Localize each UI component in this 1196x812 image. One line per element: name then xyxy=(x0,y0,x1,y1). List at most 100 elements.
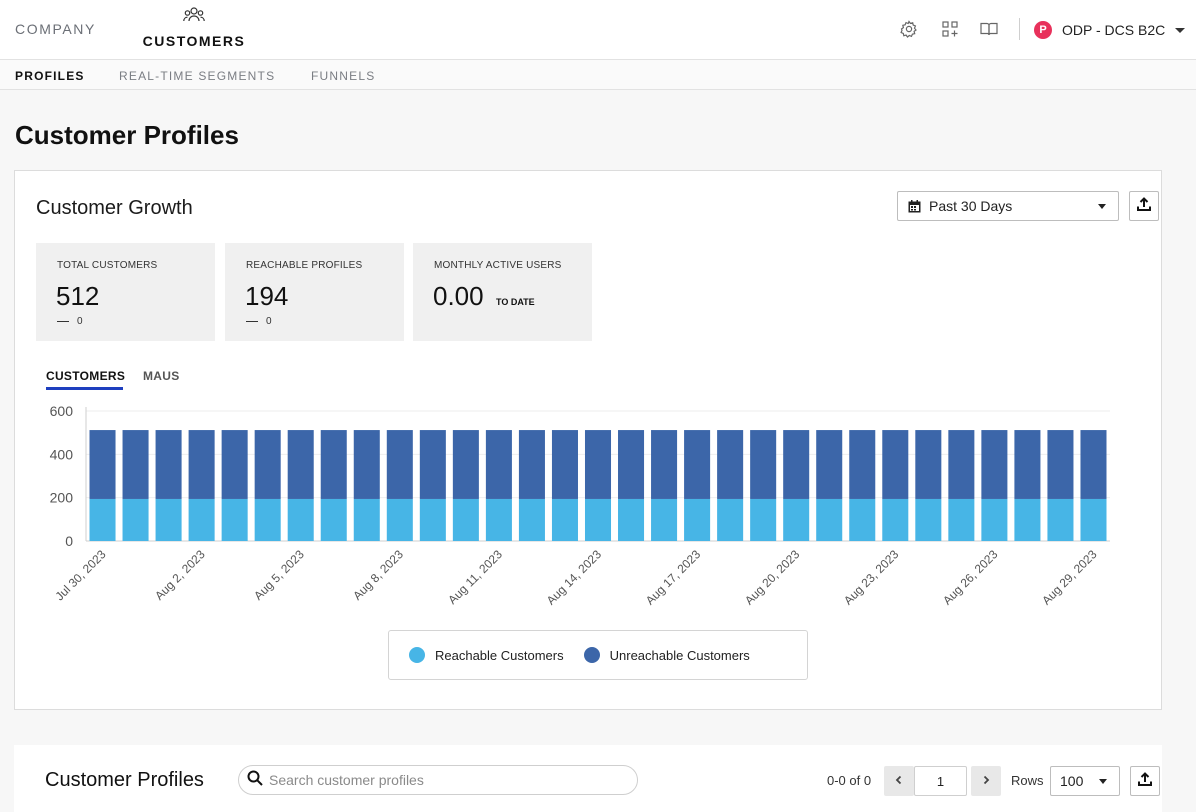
stat-value: 0.00 xyxy=(433,281,484,311)
bar-reachable[interactable] xyxy=(320,498,347,541)
bar-reachable[interactable] xyxy=(221,498,248,541)
bar-reachable[interactable] xyxy=(551,498,578,541)
export-growth-button[interactable] xyxy=(1129,191,1159,221)
bar-unreachable[interactable] xyxy=(221,430,248,499)
bar-reachable[interactable] xyxy=(452,498,479,541)
bar-reachable[interactable] xyxy=(419,498,446,541)
page-number-input[interactable]: 1 xyxy=(914,766,967,796)
chart-tab-customers[interactable]: CUSTOMERS xyxy=(46,369,126,383)
bar-unreachable[interactable] xyxy=(386,430,413,499)
active-tab-indicator xyxy=(46,387,123,390)
bar-reachable[interactable] xyxy=(882,498,909,541)
bar-reachable[interactable] xyxy=(122,498,149,541)
bar-reachable[interactable] xyxy=(816,498,843,541)
next-page-button[interactable] xyxy=(971,766,1001,796)
stat-label: MONTHLY ACTIVE USERS xyxy=(434,260,562,271)
bar-unreachable[interactable] xyxy=(122,430,149,499)
bar-reachable[interactable] xyxy=(386,498,413,541)
chevron-down-icon xyxy=(1098,204,1106,209)
nav-customers[interactable]: CUSTOMERS xyxy=(141,6,247,49)
bar-reachable[interactable] xyxy=(948,498,975,541)
gear-icon[interactable] xyxy=(899,19,919,39)
stat-label: TOTAL CUSTOMERS xyxy=(57,260,158,271)
search-input[interactable] xyxy=(269,772,619,788)
bar-reachable[interactable] xyxy=(750,498,777,541)
bar-reachable[interactable] xyxy=(1047,498,1074,541)
bar-unreachable[interactable] xyxy=(717,430,744,499)
x-tick-label: Aug 5, 2023 xyxy=(251,547,307,603)
bar-unreachable[interactable] xyxy=(287,430,314,499)
bar-reachable[interactable] xyxy=(717,498,744,541)
bar-reachable[interactable] xyxy=(618,498,645,541)
nav-company[interactable]: COMPANY xyxy=(15,21,96,37)
x-tick-label: Aug 20, 2023 xyxy=(742,547,803,608)
bar-reachable[interactable] xyxy=(915,498,942,541)
bar-unreachable[interactable] xyxy=(452,430,479,499)
x-tick-label: Aug 11, 2023 xyxy=(445,547,505,607)
bar-unreachable[interactable] xyxy=(948,430,975,499)
date-range-select[interactable]: Past 30 Days xyxy=(897,191,1119,221)
customer-growth-card: Customer Growth Past 30 Days TOT xyxy=(14,170,1162,710)
bar-unreachable[interactable] xyxy=(188,430,215,499)
pagination-summary: 0-0 of 0 xyxy=(827,773,872,788)
x-tick-label: Jul 30, 2023 xyxy=(52,547,108,603)
bar-unreachable[interactable] xyxy=(651,430,678,499)
bar-unreachable[interactable] xyxy=(882,430,909,499)
upload-icon xyxy=(1136,196,1152,217)
bar-reachable[interactable] xyxy=(584,498,612,541)
apps-add-icon[interactable] xyxy=(940,19,960,39)
bar-unreachable[interactable] xyxy=(89,430,116,499)
legend-label-unreachable[interactable]: Unreachable Customers xyxy=(609,647,750,663)
bar-unreachable[interactable] xyxy=(981,430,1008,499)
tab-real-time-segments[interactable]: REAL-TIME SEGMENTS xyxy=(119,69,276,83)
bar-reachable[interactable] xyxy=(651,498,678,541)
y-tick-label: 0 xyxy=(65,533,73,549)
bar-unreachable[interactable] xyxy=(419,430,446,499)
bar-unreachable[interactable] xyxy=(353,430,380,499)
bar-unreachable[interactable] xyxy=(1080,430,1107,499)
org-switcher[interactable]: P ODP - DCS B2C xyxy=(1034,19,1186,41)
chart-tab-maus[interactable]: MAUS xyxy=(143,369,180,383)
bar-reachable[interactable] xyxy=(684,498,711,541)
customer-growth-chart: 0 200 400 600 Jul 30, 2023 Aug 2, 2023 Aug 5, … xyxy=(50,403,1110,608)
bar-unreachable[interactable] xyxy=(485,430,512,499)
bar-reachable[interactable] xyxy=(1080,498,1107,541)
bar-unreachable[interactable] xyxy=(750,430,777,499)
bar-unreachable[interactable] xyxy=(551,430,578,499)
bar-unreachable[interactable] xyxy=(684,430,711,499)
rows-per-page-select[interactable]: 100 xyxy=(1050,766,1120,796)
book-icon[interactable] xyxy=(979,19,999,39)
tab-profiles[interactable]: PROFILES xyxy=(15,69,85,83)
legend-label-reachable[interactable]: Reachable Customers xyxy=(435,647,564,663)
bar-reachable[interactable] xyxy=(353,498,380,541)
tab-funnels[interactable]: FUNNELS xyxy=(311,69,376,83)
bar-reachable[interactable] xyxy=(254,498,281,541)
x-tick-label: Aug 29, 2023 xyxy=(1039,547,1100,608)
bar-unreachable[interactable] xyxy=(254,430,281,499)
y-tick-label: 600 xyxy=(50,403,74,419)
prev-page-button[interactable] xyxy=(884,766,914,796)
bar-unreachable[interactable] xyxy=(915,430,942,499)
bar-unreachable[interactable] xyxy=(584,430,612,499)
bar-unreachable[interactable] xyxy=(155,430,182,499)
bar-unreachable[interactable] xyxy=(849,430,876,499)
bar-reachable[interactable] xyxy=(518,498,545,541)
rows-label: Rows xyxy=(1011,773,1044,788)
bar-unreachable[interactable] xyxy=(783,430,810,499)
bar-unreachable[interactable] xyxy=(1047,430,1074,499)
bar-reachable[interactable] xyxy=(1014,498,1041,541)
bar-reachable[interactable] xyxy=(849,498,876,541)
bar-reachable[interactable] xyxy=(783,498,810,541)
bar-unreachable[interactable] xyxy=(518,430,545,499)
export-profiles-button[interactable] xyxy=(1130,766,1160,796)
bar-reachable[interactable] xyxy=(155,498,182,541)
bar-reachable[interactable] xyxy=(89,498,116,541)
bar-reachable[interactable] xyxy=(188,498,215,541)
bar-unreachable[interactable] xyxy=(816,430,843,499)
bar-reachable[interactable] xyxy=(485,498,512,541)
bar-unreachable[interactable] xyxy=(618,430,645,499)
bar-unreachable[interactable] xyxy=(320,430,347,499)
bar-unreachable[interactable] xyxy=(1014,430,1041,499)
bar-reachable[interactable] xyxy=(287,498,314,541)
bar-reachable[interactable] xyxy=(981,498,1008,541)
